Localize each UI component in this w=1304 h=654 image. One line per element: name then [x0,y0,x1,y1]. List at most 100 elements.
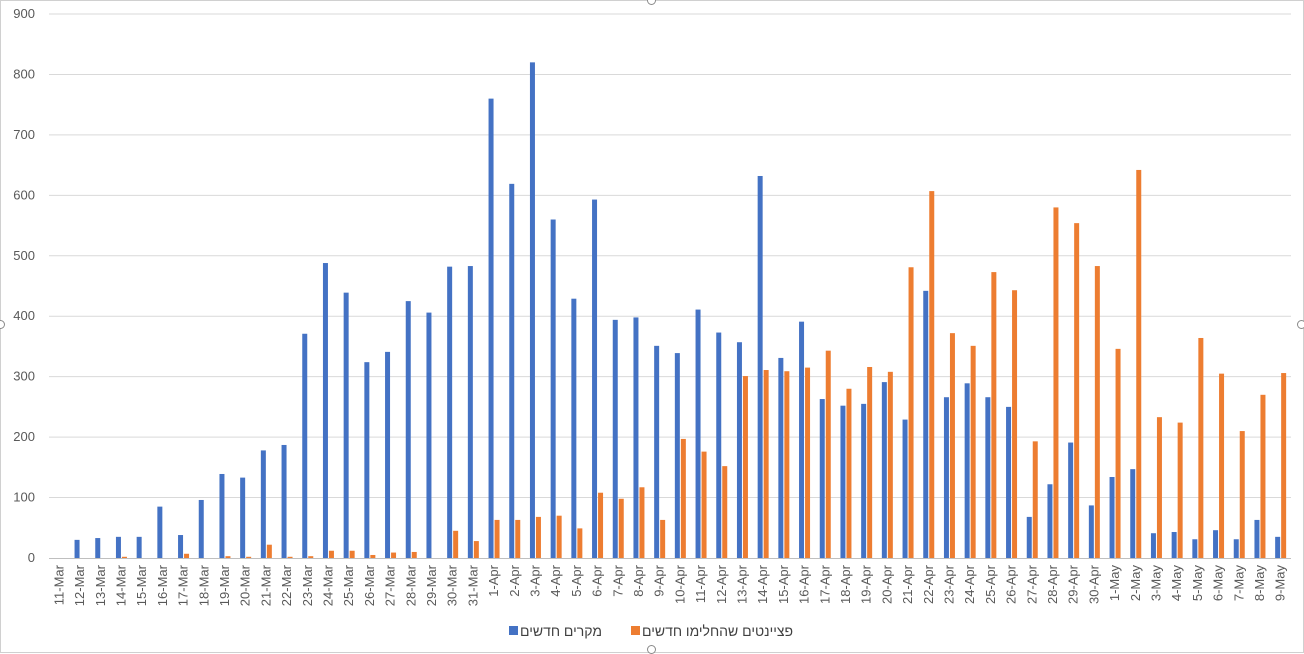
y-tick-label: 300 [13,369,35,384]
bar-new-cases [1047,484,1053,558]
bar-recovered [225,556,231,558]
bar-recovered [287,556,293,558]
x-tick-label: 29-Apr [1066,564,1081,604]
bar-new-cases [674,353,680,558]
x-tick-label: 17-Apr [817,564,832,604]
bar-new-cases [654,345,660,558]
x-tick-label: 23-Apr [941,564,956,604]
bar-new-cases [447,266,453,558]
x-tick-label: 23-Mar [300,564,315,606]
bar-recovered [411,551,417,558]
bar-recovered [515,519,521,558]
x-tick-label: 15-Apr [776,564,791,604]
resize-handle-right[interactable] [1297,320,1304,329]
y-tick-label: 900 [13,6,35,21]
x-tick-label: 22-Mar [279,564,294,606]
bar-new-cases [426,312,432,558]
bar-recovered [1219,373,1225,558]
x-tick-label: 13-Mar [93,564,108,606]
x-tick-label: 21-Mar [258,564,273,606]
bar-new-cases [778,357,784,558]
x-tick-label: 10-Apr [672,564,687,604]
bar-recovered [949,333,955,558]
bar-new-cases [157,506,163,558]
bar-new-cases [943,397,949,558]
x-tick-label: 19-Apr [859,564,874,604]
bar-new-cases [1130,469,1136,558]
gridlines [49,13,1291,499]
bar-new-cases [115,536,121,558]
bar-new-cases [260,450,266,558]
x-tick-label: 27-Apr [1024,564,1039,604]
x-tick-label: 6-May [1211,565,1226,602]
bar-recovered [535,516,541,558]
bar-new-cases [281,444,287,558]
x-tick-label: 28-Apr [1045,564,1060,604]
x-tick-label: 7-Apr [610,564,625,596]
x-tick-label: 18-Apr [838,564,853,604]
x-tick-label: 4-May [1169,565,1184,602]
bar-recovered [970,345,976,558]
axes: 0 100 200 300 400 500 600 700 800 900 11-Mar 12-Mar… [13,6,1291,606]
bar-recovered [556,515,562,558]
y-tick-label: 0 [28,550,35,565]
x-tick-label: 22-Apr [921,564,936,604]
bar-recovered [1012,290,1018,558]
bar-recovered [867,366,873,558]
bar-recovered [246,556,252,558]
bar-new-cases [1006,406,1012,558]
bar-new-cases [405,301,411,558]
bar-new-cases [1254,519,1260,558]
bar-new-cases [1275,536,1281,558]
bar-new-cases [1213,530,1219,558]
bar-new-cases [819,399,825,558]
x-tick-label: 8-May [1252,565,1267,602]
bar-new-cases [736,342,742,558]
bar-recovered [1115,348,1121,558]
bar-new-cases [467,266,473,558]
x-tick-label: 5-May [1190,565,1205,602]
bar-recovered [908,267,914,558]
x-tick-label: 2-Apr [507,564,522,596]
resize-handle-top[interactable] [647,0,656,5]
bar-recovered [370,554,376,558]
x-tick-label: 17-Mar [176,564,191,606]
bar-new-cases [529,62,535,558]
y-tick-label: 200 [13,429,35,444]
bar-recovered [1281,373,1287,558]
x-tick-label: 7-May [1231,565,1246,602]
bar-new-cases [757,175,763,559]
legend-label: מקרים חדשים [520,623,602,639]
bar-new-cases [592,199,598,558]
bar-new-cases [695,309,701,558]
bar-new-cases [881,382,887,558]
resize-handle-left[interactable] [0,320,5,329]
bar-recovered [846,388,852,558]
bar-new-cases [136,536,142,558]
bar-recovered [763,370,769,558]
x-tick-label: 27-Mar [383,564,398,606]
bar-new-cases [964,383,970,558]
legend-swatch [631,626,640,635]
bars [74,62,1287,559]
x-tick-label: 29-Mar [424,564,439,606]
bar-new-cases [198,499,204,558]
x-tick-label: 12-Mar [72,564,87,606]
bar-recovered [1094,266,1100,558]
x-tick-label: 1-May [1107,565,1122,602]
bar-recovered [680,438,686,558]
bar-new-cases [1088,505,1094,558]
x-tick-label: 8-Apr [631,564,646,596]
bar-recovered [825,350,831,558]
x-tick-label: 15-Mar [134,564,149,606]
bar-new-cases [716,332,722,558]
bar-recovered [701,451,707,558]
bar-new-cases [74,539,80,558]
bar-new-cases [219,473,225,558]
bar-recovered [473,541,479,558]
bar-recovered [1156,417,1162,558]
x-tick-label: 24-Apr [962,564,977,604]
x-tick-label: 21-Apr [900,564,915,604]
